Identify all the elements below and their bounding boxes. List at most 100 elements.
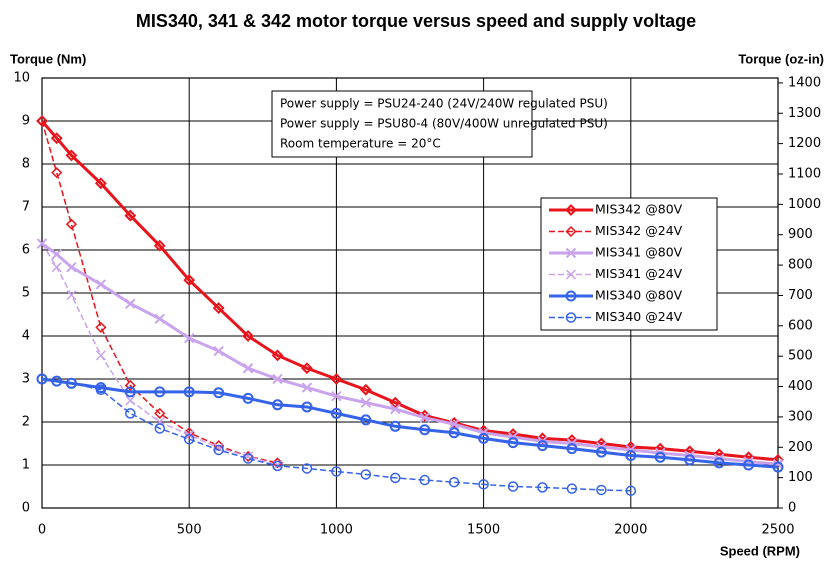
marker xyxy=(330,407,342,419)
y2-tick-label: 0 xyxy=(788,501,796,516)
marker xyxy=(507,437,519,449)
marker xyxy=(743,459,755,471)
legend-label: MIS342 @24V xyxy=(595,223,683,238)
y2-tick-label: 200 xyxy=(788,440,813,455)
marker xyxy=(183,386,195,398)
marker xyxy=(212,302,225,314)
y2-tick-label: 1300 xyxy=(788,106,821,121)
legend-marker xyxy=(565,247,577,259)
marker xyxy=(272,460,283,472)
marker xyxy=(95,279,107,290)
marker xyxy=(713,457,725,469)
marker xyxy=(51,375,62,387)
marker xyxy=(301,382,313,393)
marker xyxy=(359,383,372,396)
marker xyxy=(242,392,254,404)
y-axis-title: Torque (Nm) xyxy=(10,51,86,66)
marker xyxy=(389,420,401,432)
legend-label: MIS341 @24V xyxy=(595,266,683,281)
x-tick-label: 1500 xyxy=(467,523,500,538)
legend-marker xyxy=(565,312,577,323)
marker xyxy=(389,396,402,409)
marker xyxy=(50,132,63,145)
marker xyxy=(331,466,342,477)
legend-label: MIS342 @80V xyxy=(595,202,683,217)
marker xyxy=(419,474,430,486)
marker xyxy=(125,408,136,419)
y-tick-label: 1 xyxy=(22,458,30,473)
marker xyxy=(213,345,224,357)
marker xyxy=(154,407,166,419)
annotation: Power supply = PSU80-4 (80V/400W unregul… xyxy=(280,117,608,131)
marker xyxy=(125,298,136,309)
y2-tick-label: 1100 xyxy=(788,166,821,181)
marker xyxy=(478,479,489,490)
y2-tick-label: 100 xyxy=(788,470,813,485)
marker xyxy=(448,427,460,439)
marker xyxy=(625,450,637,462)
marker xyxy=(125,395,136,406)
marker xyxy=(448,476,460,488)
marker xyxy=(124,209,137,222)
marker xyxy=(301,463,313,474)
marker xyxy=(772,461,784,473)
marker xyxy=(242,363,254,374)
marker xyxy=(419,424,431,436)
marker xyxy=(124,379,136,392)
marker xyxy=(51,262,62,273)
series-line xyxy=(41,243,278,466)
annotation-box xyxy=(271,90,533,158)
legend-marker xyxy=(565,225,577,238)
marker xyxy=(684,454,696,466)
y2-tick-label: 1200 xyxy=(788,136,821,151)
legend-label: MIS340 @24V xyxy=(595,309,683,324)
marker xyxy=(507,481,519,492)
y-tick-label: 0 xyxy=(22,501,30,516)
marker xyxy=(271,349,284,362)
series-line xyxy=(41,120,278,464)
marker xyxy=(536,440,548,452)
y-tick-label: 4 xyxy=(22,329,30,344)
y-tick-label: 5 xyxy=(22,286,30,301)
marker xyxy=(360,414,372,426)
legend-marker xyxy=(565,269,577,280)
marker xyxy=(65,218,78,230)
marker xyxy=(537,482,548,493)
marker xyxy=(124,386,136,398)
marker xyxy=(94,177,107,190)
y-tick-label: 9 xyxy=(22,114,30,129)
y-tick-label: 3 xyxy=(22,372,30,387)
marker xyxy=(419,412,430,423)
marker xyxy=(390,403,401,415)
legend-label: MIS341 @80V xyxy=(595,245,683,260)
marker xyxy=(65,149,78,162)
y2-tick-label: 400 xyxy=(788,379,813,394)
annotation: Power supply = PSU24-240 (24V/240W regul… xyxy=(280,97,608,111)
y2-tick-label: 600 xyxy=(788,318,813,333)
x-tick-label: 2000 xyxy=(614,523,647,538)
marker xyxy=(36,238,48,249)
marker xyxy=(66,261,77,273)
marker xyxy=(448,418,460,430)
marker xyxy=(360,397,372,408)
marker xyxy=(331,390,342,402)
marker xyxy=(183,274,196,287)
marker xyxy=(154,423,166,434)
marker xyxy=(154,386,166,398)
marker xyxy=(566,443,578,455)
legend-marker xyxy=(565,290,577,302)
annotation: Room temperature = 20°C xyxy=(280,137,441,151)
marker xyxy=(36,115,48,127)
marker xyxy=(272,399,284,411)
y2-tick-label: 800 xyxy=(788,258,813,273)
marker xyxy=(242,330,254,342)
marker xyxy=(478,432,490,444)
series-line xyxy=(40,120,779,462)
marker xyxy=(566,483,578,494)
y-tick-label: 2 xyxy=(22,415,30,430)
y2-tick-label: 500 xyxy=(788,349,813,364)
y-tick-label: 7 xyxy=(22,200,30,215)
chart-title: MIS340, 341 & 342 motor torque versus sp… xyxy=(136,11,696,31)
